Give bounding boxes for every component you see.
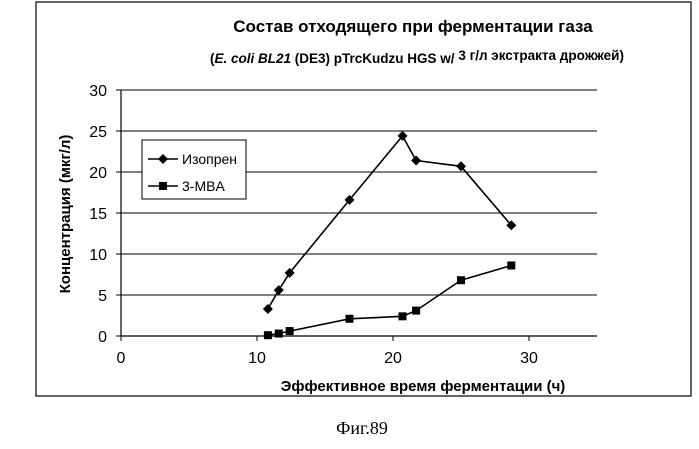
y-tick-label-10: 10 bbox=[89, 247, 107, 264]
figure-caption: Фиг.89 bbox=[336, 418, 388, 438]
series-1-point-4 bbox=[399, 312, 407, 320]
legend: Изопрен 3-MBA bbox=[142, 140, 246, 199]
y-axis-label: Концентрация (мкг/л) bbox=[57, 135, 74, 294]
subtitle-strain: E. coli BL21 bbox=[215, 51, 292, 66]
legend-label-3mba: 3-MBA bbox=[182, 178, 225, 194]
legend-label-isoprene: Изопрен bbox=[182, 151, 237, 167]
series-1-point-3 bbox=[345, 315, 353, 323]
series-1-point-0 bbox=[264, 331, 272, 339]
y-tick-label-15: 15 bbox=[89, 206, 107, 223]
series-1-point-7 bbox=[507, 261, 515, 269]
y-tick-label-25: 25 bbox=[89, 124, 107, 141]
y-tick-label-0: 0 bbox=[98, 329, 107, 346]
x-axis-label: Эффективное время ферментации (ч) bbox=[281, 378, 566, 395]
subtitle-rest: (DE3) pTrcKudzu HGS w/ bbox=[291, 51, 455, 66]
chart-title: Состав отходящего при ферментации газа bbox=[233, 17, 593, 36]
x-tick-label-30: 30 bbox=[520, 350, 538, 367]
legend-marker-3mba bbox=[159, 182, 167, 190]
series-1-point-6 bbox=[457, 276, 465, 284]
x-tick-label-0: 0 bbox=[117, 350, 126, 367]
series-1-point-1 bbox=[275, 330, 283, 338]
x-tick-label-10: 10 bbox=[248, 350, 266, 367]
series-1-point-5 bbox=[412, 307, 420, 315]
series-1-point-2 bbox=[286, 327, 294, 335]
y-tick-label-30: 30 bbox=[89, 83, 107, 100]
y-tick-label-5: 5 bbox=[98, 288, 107, 305]
x-tick-label-20: 20 bbox=[384, 350, 402, 367]
subtitle-yeast: 3 г/л экстракта дрожжей) bbox=[455, 48, 624, 63]
y-tick-label-20: 20 bbox=[89, 165, 107, 182]
